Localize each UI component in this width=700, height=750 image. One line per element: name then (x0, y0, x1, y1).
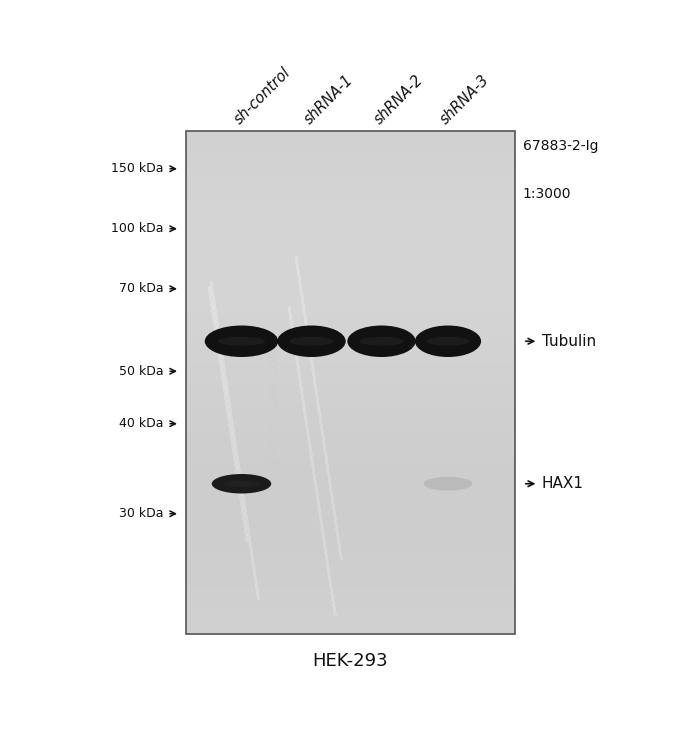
Text: HEK-293: HEK-293 (312, 652, 388, 670)
Ellipse shape (415, 326, 481, 357)
Text: HAX1: HAX1 (542, 476, 584, 491)
Ellipse shape (204, 326, 279, 357)
Text: 30 kDa: 30 kDa (119, 507, 164, 520)
Text: shRNA-2: shRNA-2 (371, 73, 426, 128)
Ellipse shape (277, 326, 346, 357)
Text: shRNA-3: shRNA-3 (438, 73, 492, 128)
Ellipse shape (347, 326, 416, 357)
Ellipse shape (223, 481, 259, 487)
Text: 50 kDa: 50 kDa (119, 364, 164, 378)
Ellipse shape (426, 337, 470, 346)
Text: 70 kDa: 70 kDa (119, 282, 164, 296)
Text: shRNA-1: shRNA-1 (301, 73, 356, 128)
Text: 67883-2-Ig: 67883-2-Ig (523, 139, 598, 153)
Text: WWW.PTGLAB.COM: WWW.PTGLAB.COM (268, 346, 281, 469)
Ellipse shape (289, 337, 334, 346)
Ellipse shape (359, 337, 404, 346)
Text: 100 kDa: 100 kDa (111, 222, 164, 236)
Text: sh-control: sh-control (231, 65, 293, 128)
Text: Tubulin: Tubulin (542, 334, 596, 349)
Ellipse shape (211, 474, 272, 494)
Text: 1:3000: 1:3000 (523, 188, 571, 202)
Bar (186, 131, 514, 634)
Ellipse shape (218, 337, 265, 346)
Text: 150 kDa: 150 kDa (111, 162, 164, 176)
Ellipse shape (424, 477, 473, 490)
Text: 40 kDa: 40 kDa (119, 417, 164, 430)
